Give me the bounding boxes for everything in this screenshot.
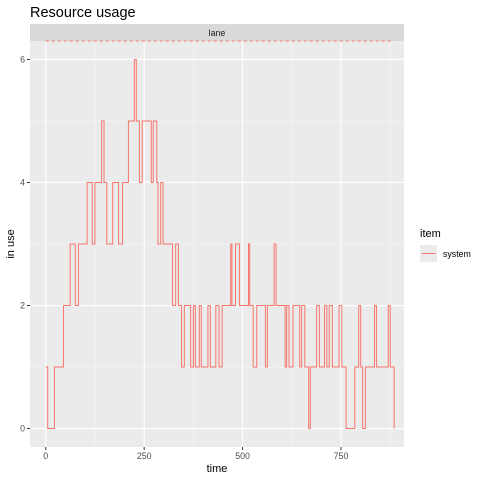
y-tick-label: 4 [20,177,25,187]
x-tick-label: 500 [235,451,250,461]
y-tick-label: 0 [20,424,25,434]
x-axis-title: time [207,463,228,475]
legend-label-system: system [443,249,471,259]
x-tick-label: 0 [43,451,48,461]
y-tick-label: 2 [20,301,25,311]
facet-strip-label: lane [209,28,226,38]
facet-strip [30,24,404,41]
legend-title: item [420,228,441,240]
x-tick-label: 750 [334,451,349,461]
chart-title: Resource usage [30,5,136,21]
x-tick-label: 250 [137,451,152,461]
y-axis-title: in use [5,229,17,258]
y-tick-label: 6 [20,54,25,64]
series-line-system [45,58,395,430]
